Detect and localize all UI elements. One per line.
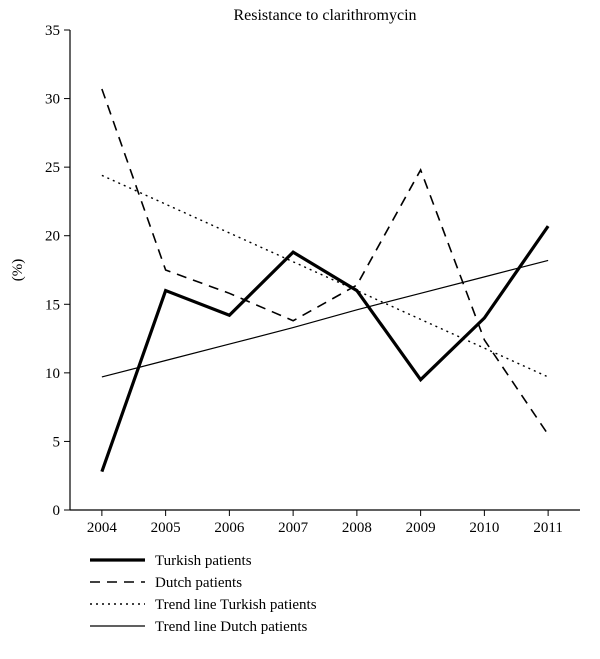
y-tick-label: 35 <box>45 23 60 39</box>
legend-label-turkish: Turkish patients <box>155 553 252 569</box>
chart-title: Resistance to clarithromycin <box>233 7 416 24</box>
legend-label-dutch: Dutch patients <box>155 575 242 591</box>
y-tick-label: 30 <box>45 92 60 108</box>
x-tick-label: 2007 <box>278 520 309 536</box>
chart-container: Resistance to clarithromycin 0 5 10 15 20 25 30… <box>0 0 600 659</box>
y-tick-label: 20 <box>45 229 60 245</box>
y-tick-label: 15 <box>45 297 60 313</box>
y-axis-label: (%) <box>10 259 26 282</box>
y-tick-label: 25 <box>45 160 60 176</box>
x-tick-label: 2009 <box>406 520 436 536</box>
x-tick-label: 2004 <box>87 520 118 536</box>
y-tick-label: 5 <box>53 434 61 450</box>
y-tick-label: 0 <box>53 503 61 519</box>
y-tick-label: 10 <box>45 366 60 382</box>
legend-label-trend_dutch: Trend line Dutch patients <box>155 619 308 635</box>
chart-svg: Resistance to clarithromycin 0 5 10 15 20 25 30… <box>0 0 600 659</box>
x-tick-label: 2006 <box>214 520 245 536</box>
x-tick-label: 2005 <box>151 520 181 536</box>
x-tick-label: 2011 <box>533 520 562 536</box>
legend-label-trend_turkish: Trend line Turkish patients <box>155 597 317 613</box>
x-tick-label: 2008 <box>342 520 372 536</box>
x-tick-label: 2010 <box>469 520 499 536</box>
